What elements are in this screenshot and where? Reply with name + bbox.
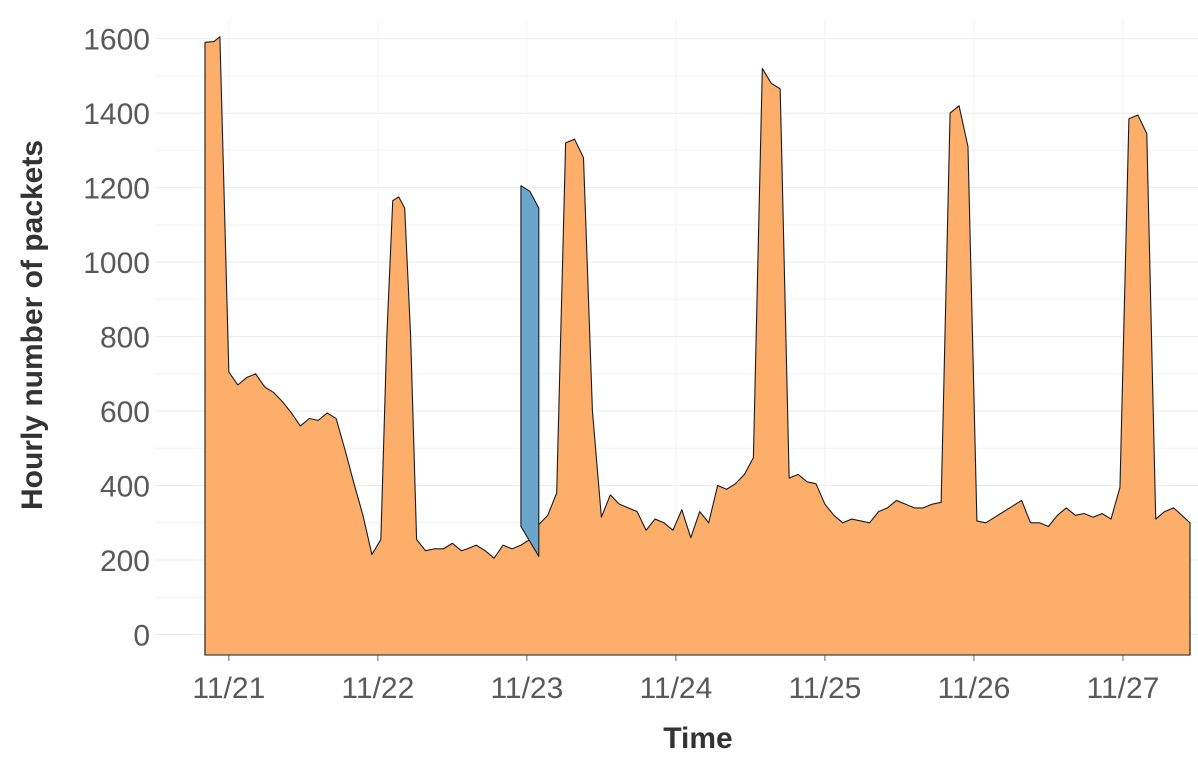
y-tick-label: 1200 xyxy=(83,173,150,206)
y-tick-label: 0 xyxy=(133,620,150,653)
x-tick-label: 11/25 xyxy=(788,672,861,705)
area-highlight xyxy=(520,185,540,557)
y-axis-title: Hourly number of packets xyxy=(16,140,49,510)
y-tick-label: 1600 xyxy=(83,24,150,57)
x-tick-label: 11/23 xyxy=(490,672,563,705)
y-axis: 0 200 400 600 800 1000 1200 1400 1600 xyxy=(83,24,150,653)
area-upper xyxy=(204,36,1191,656)
y-tick-label: 1400 xyxy=(83,98,150,131)
x-axis: 11/21 11/22 11/23 11/24 11/25 11/26 11/27 xyxy=(192,654,1190,705)
y-tick-label: 600 xyxy=(100,396,150,429)
y-tick-label: 1000 xyxy=(83,247,150,280)
x-tick-label: 11/26 xyxy=(937,672,1010,705)
y-tick-label: 200 xyxy=(100,545,150,578)
x-tick-label: 11/27 xyxy=(1087,672,1160,705)
x-tick-label: 11/24 xyxy=(639,672,712,705)
y-tick-label: 400 xyxy=(100,471,150,504)
area-series xyxy=(204,36,1191,656)
x-tick-label: 11/21 xyxy=(192,672,265,705)
y-tick-label: 800 xyxy=(100,322,150,355)
x-axis-title: Time xyxy=(663,722,732,755)
x-tick-label: 11/22 xyxy=(341,672,414,705)
